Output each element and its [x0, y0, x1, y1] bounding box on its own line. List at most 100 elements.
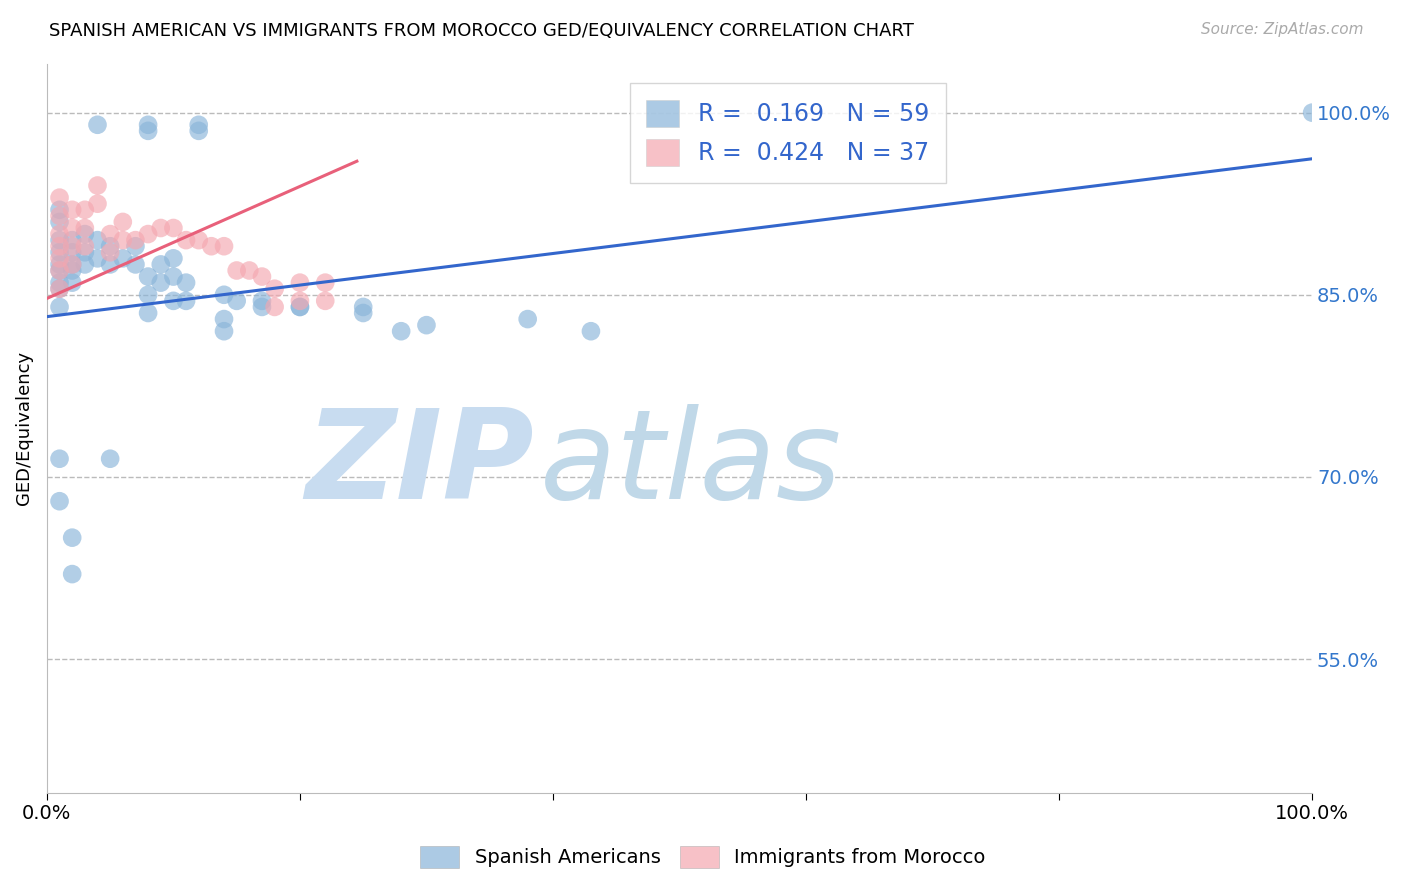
Point [415, 318, 437, 333]
Point [98, 245, 121, 260]
Point [263, 300, 285, 314]
Point [174, 233, 197, 247]
Point [48, 252, 70, 266]
Point [187, 233, 209, 247]
Point [60, 233, 83, 247]
Point [136, 287, 159, 301]
Point [60, 257, 83, 271]
Point [212, 239, 235, 253]
Point [60, 202, 83, 217]
Point [149, 221, 172, 235]
Point [288, 300, 311, 314]
Point [250, 300, 273, 314]
Point [60, 221, 83, 235]
Point [48, 451, 70, 466]
Point [288, 293, 311, 308]
Point [111, 233, 134, 247]
Point [98, 257, 121, 271]
Point [48, 282, 70, 296]
Point [48, 209, 70, 223]
Point [124, 239, 146, 253]
Point [187, 118, 209, 132]
Point [73, 239, 96, 253]
Point [225, 293, 247, 308]
Point [174, 293, 197, 308]
Point [86, 178, 108, 193]
Legend: R =  0.169   N = 59, R =  0.424   N = 37: R = 0.169 N = 59, R = 0.424 N = 37 [630, 83, 946, 183]
Point [86, 196, 108, 211]
Point [250, 269, 273, 284]
Point [86, 252, 108, 266]
Point [238, 263, 260, 277]
Text: atlas: atlas [540, 404, 842, 525]
Point [48, 257, 70, 271]
Point [48, 300, 70, 314]
Point [212, 324, 235, 338]
Point [1301, 105, 1323, 120]
Point [48, 263, 70, 277]
Point [60, 239, 83, 253]
Point [162, 221, 184, 235]
Legend: Spanish Americans, Immigrants from Morocco: Spanish Americans, Immigrants from Moroc… [411, 836, 995, 878]
Point [124, 233, 146, 247]
Point [288, 276, 311, 290]
Point [212, 287, 235, 301]
Point [111, 215, 134, 229]
Point [136, 269, 159, 284]
Point [73, 221, 96, 235]
Point [225, 263, 247, 277]
Point [111, 252, 134, 266]
Point [48, 245, 70, 260]
Point [60, 245, 83, 260]
Point [212, 312, 235, 326]
Point [86, 233, 108, 247]
Point [187, 124, 209, 138]
Point [352, 300, 374, 314]
Point [48, 263, 70, 277]
Point [48, 276, 70, 290]
Point [48, 215, 70, 229]
Point [288, 300, 311, 314]
Point [60, 263, 83, 277]
Point [60, 531, 83, 545]
Point [98, 227, 121, 241]
Point [352, 306, 374, 320]
Point [60, 276, 83, 290]
Point [60, 567, 83, 582]
Text: Source: ZipAtlas.com: Source: ZipAtlas.com [1201, 22, 1364, 37]
Point [48, 494, 70, 508]
Point [149, 276, 172, 290]
Point [48, 227, 70, 241]
Point [73, 227, 96, 241]
Point [136, 124, 159, 138]
Point [314, 276, 336, 290]
Point [579, 324, 602, 338]
Point [48, 233, 70, 247]
Point [389, 324, 412, 338]
Point [124, 257, 146, 271]
Point [162, 252, 184, 266]
Point [162, 269, 184, 284]
Y-axis label: GED/Equivalency: GED/Equivalency [15, 351, 32, 506]
Point [263, 282, 285, 296]
Point [73, 202, 96, 217]
Point [73, 257, 96, 271]
Point [250, 293, 273, 308]
Point [136, 306, 159, 320]
Point [48, 239, 70, 253]
Point [48, 191, 70, 205]
Point [174, 276, 197, 290]
Point [149, 257, 172, 271]
Point [98, 451, 121, 466]
Point [136, 118, 159, 132]
Point [314, 293, 336, 308]
Point [98, 239, 121, 253]
Point [48, 202, 70, 217]
Text: ZIP: ZIP [305, 404, 534, 525]
Point [516, 312, 538, 326]
Point [73, 245, 96, 260]
Point [136, 227, 159, 241]
Point [200, 239, 222, 253]
Text: SPANISH AMERICAN VS IMMIGRANTS FROM MOROCCO GED/EQUIVALENCY CORRELATION CHART: SPANISH AMERICAN VS IMMIGRANTS FROM MORO… [49, 22, 914, 40]
Point [162, 293, 184, 308]
